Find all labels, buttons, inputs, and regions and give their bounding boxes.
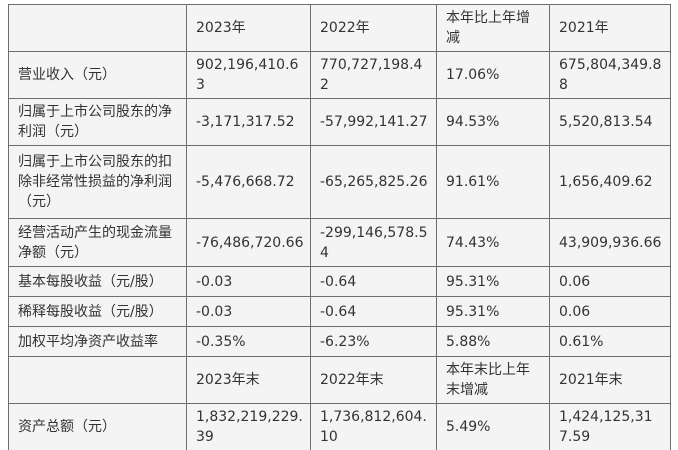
value-2021: 0.06 (549, 266, 671, 297)
row-label: 归属于上市公司股东的扣除非经常性损益的净利润（元） (8, 145, 187, 219)
header-2022: 2022年 (310, 4, 437, 52)
value-2023: 902,196,410.63 (186, 51, 311, 99)
value-2023: -3,171,317.52 (186, 98, 311, 146)
value-2023: -0.03 (186, 296, 311, 327)
value-2021: 0.06 (549, 296, 671, 327)
value-2022: -65,265,825.26 (310, 145, 437, 219)
value-2023: -0.03 (186, 266, 311, 297)
header-2023-end: 2023年末 (186, 356, 311, 404)
table-row-diluted-eps: 稀释每股收益（元/股） -0.03 -0.64 95.31% 0.06 (8, 296, 671, 327)
value-2022: 1,736,812,604.10 (310, 403, 437, 450)
table-row-net-profit: 归属于上市公司股东的净利润（元） -3,171,317.52 -57,992,1… (8, 98, 671, 146)
value-change: 95.31% (436, 266, 550, 297)
row-label: 营业收入（元） (8, 51, 187, 99)
financial-summary-table: 2023年 2022年 本年比上年增减 2021年 营业收入（元） 902,19… (8, 4, 671, 450)
value-2021: 1,656,409.62 (549, 145, 671, 219)
table-row-total-assets: 资产总额（元） 1,832,219,229.39 1,736,812,604.1… (8, 403, 671, 450)
header-2022-end: 2022年末 (310, 356, 437, 404)
header-2021: 2021年 (549, 4, 671, 52)
value-change: 91.61% (436, 145, 550, 219)
table-row-net-profit-excl-nonrecurring: 归属于上市公司股东的扣除非经常性损益的净利润（元） -5,476,668.72 … (8, 145, 671, 219)
table-row-revenue: 营业收入（元） 902,196,410.63 770,727,198.42 17… (8, 51, 671, 99)
value-2023: -76,486,720.66 (186, 218, 311, 267)
value-2022: -0.64 (310, 266, 437, 297)
value-2022: -0.64 (310, 296, 437, 327)
value-2022: 770,727,198.42 (310, 51, 437, 99)
value-2021: 0.61% (549, 326, 671, 357)
table-header-row-year-end: 2023年末 2022年末 本年末比上年末增减 2021年末 (8, 356, 671, 404)
table-row-operating-cash-flow: 经营活动产生的现金流量净额（元） -76,486,720.66 -299,146… (8, 218, 671, 267)
value-2023: -0.35% (186, 326, 311, 357)
value-2021: 1,424,125,317.59 (549, 403, 671, 450)
value-2023: 1,832,219,229.39 (186, 403, 311, 450)
row-label: 基本每股收益（元/股） (8, 266, 187, 297)
table-row-basic-eps: 基本每股收益（元/股） -0.03 -0.64 95.31% 0.06 (8, 266, 671, 297)
row-label: 资产总额（元） (8, 403, 187, 450)
header-yoy-change: 本年比上年增减 (436, 4, 550, 52)
value-change: 5.49% (436, 403, 550, 450)
value-change: 5.88% (436, 326, 550, 357)
row-label: 经营活动产生的现金流量净额（元） (8, 218, 187, 267)
value-2021: 5,520,813.54 (549, 98, 671, 146)
table-header-row-annual: 2023年 2022年 本年比上年增减 2021年 (8, 4, 671, 52)
value-2021: 675,804,349.88 (549, 51, 671, 99)
value-change: 95.31% (436, 296, 550, 327)
table-row-weighted-avg-roe: 加权平均净资产收益率 -0.35% -6.23% 5.88% 0.61% (8, 326, 671, 357)
value-change: 74.43% (436, 218, 550, 267)
header-year-end-change: 本年末比上年末增减 (436, 356, 550, 404)
row-label: 归属于上市公司股东的净利润（元） (8, 98, 187, 146)
row-label: 加权平均净资产收益率 (8, 326, 187, 357)
value-2022: -6.23% (310, 326, 437, 357)
header-2023: 2023年 (186, 4, 311, 52)
header-blank (8, 356, 187, 404)
value-2023: -5,476,668.72 (186, 145, 311, 219)
header-blank (8, 4, 187, 52)
header-2021-end: 2021年末 (549, 356, 671, 404)
value-2022: -299,146,578.54 (310, 218, 437, 267)
value-change: 94.53% (436, 98, 550, 146)
value-2021: 43,909,936.66 (549, 218, 671, 267)
value-2022: -57,992,141.27 (310, 98, 437, 146)
row-label: 稀释每股收益（元/股） (8, 296, 187, 327)
value-change: 17.06% (436, 51, 550, 99)
